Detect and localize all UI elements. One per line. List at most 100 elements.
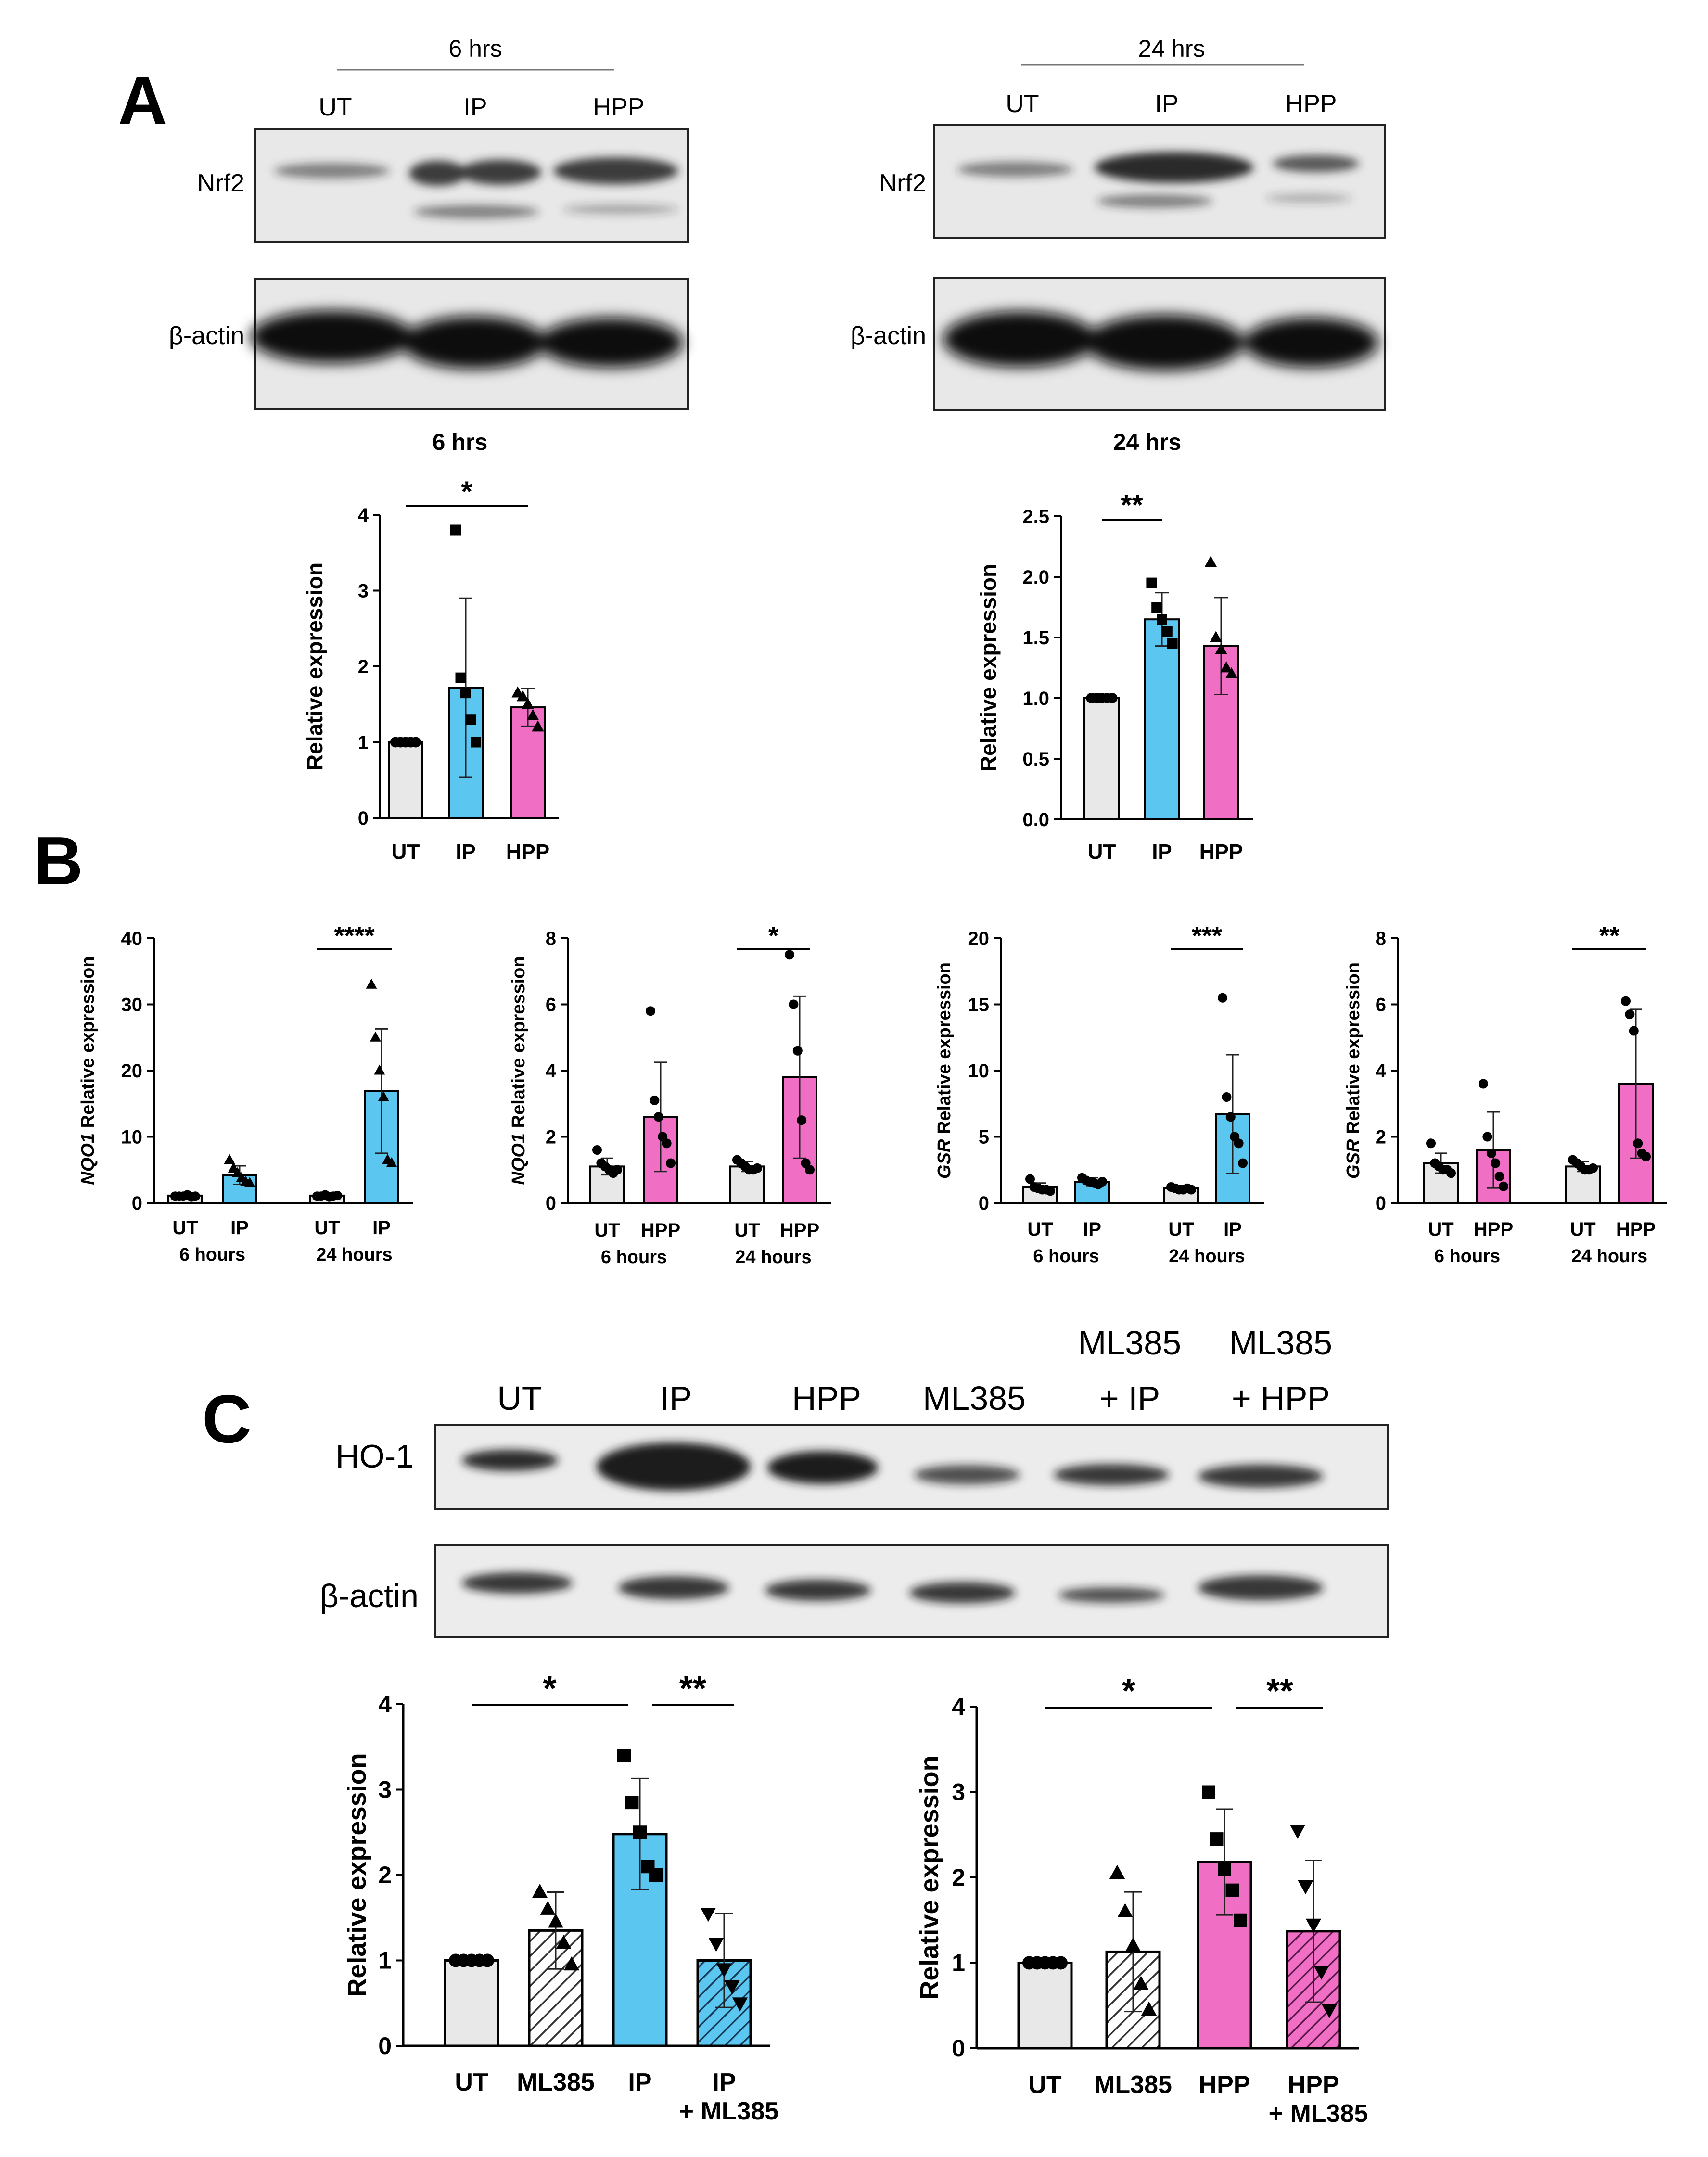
row-label-actin: β-actin [320, 1578, 419, 1614]
x-tick-label: IP [712, 2068, 736, 2096]
y-tick-label: 0.0 [1022, 809, 1049, 830]
x-tick-label: UT [1428, 1219, 1453, 1240]
circle-marker [1479, 1079, 1488, 1089]
y-tick-label: 0 [1376, 1193, 1386, 1214]
circle-marker [481, 1953, 494, 1967]
actin-bands-c [462, 1572, 1323, 1603]
x-tick-label: HPP [1199, 2071, 1250, 2099]
significance-stars: *** [1192, 921, 1222, 950]
x-tick-label: UT [1028, 2071, 1062, 2099]
circle-marker [1045, 1186, 1055, 1196]
group-label: 24 hours [735, 1247, 811, 1267]
y-tick-label: 1.0 [1022, 688, 1049, 709]
y-tick-label: 1 [378, 1947, 392, 1974]
bar [1017, 1962, 1073, 2050]
triangle-marker [244, 1177, 255, 1187]
triangle-marker [378, 1091, 389, 1101]
y-tick-label: 0.5 [1022, 749, 1049, 770]
y-tick-label: 6 [546, 995, 556, 1016]
time-header-6hrs: 6 hrs [448, 35, 502, 62]
circle-marker [592, 1145, 602, 1155]
x-tick-label: HPP [1474, 1219, 1513, 1240]
x-tick-label: IP [628, 2068, 651, 2096]
triangle-marker [224, 1154, 235, 1164]
y-tick-label: 30 [121, 995, 143, 1016]
chart-b1: 0 10 20 30 40 NQO1 Relative expression UT IP UT I… [78, 921, 413, 1265]
circle-marker [805, 1165, 815, 1175]
row-label-ho1: HO-1 [336, 1438, 414, 1475]
significance-stars: **** [334, 921, 374, 950]
y-tick-label: 4 [358, 505, 369, 526]
circle-marker [752, 1163, 762, 1173]
y-tick-label: 8 [1376, 928, 1386, 949]
triangle-marker [532, 1884, 548, 1898]
square-marker [1225, 1883, 1239, 1897]
y-tick-label: 2.0 [1022, 567, 1049, 588]
lane-label-ip: IP [463, 93, 487, 121]
y-tick-label: 4 [952, 1693, 965, 1720]
panel-label-b: B [34, 823, 83, 899]
bar [444, 1959, 499, 2047]
circle-marker [1218, 993, 1227, 1003]
circle-marker [612, 1165, 622, 1175]
triangle-marker [522, 698, 534, 709]
x-tick-label: + ML385 [1269, 2100, 1368, 2128]
x-tick-label: UT [455, 2068, 488, 2096]
x-tick-label: UT [1027, 1219, 1053, 1240]
y-tick-label: 3 [358, 581, 369, 602]
lane-label: ML385 [923, 1379, 1026, 1417]
circle-marker [332, 1190, 342, 1200]
square-marker [1202, 1785, 1215, 1799]
y-axis-label: GSR Relative expression [1343, 962, 1364, 1179]
circle-marker [1186, 1185, 1196, 1195]
circle-marker [1486, 1148, 1496, 1158]
inverted-triangle-marker [708, 1938, 724, 1952]
row-label-actin: β-actin [851, 322, 926, 350]
x-tick-label: HPP [1199, 840, 1243, 864]
square-marker [625, 1796, 639, 1810]
square-marker [465, 714, 476, 725]
triangle-marker [1225, 667, 1238, 678]
circle-marker [1588, 1163, 1598, 1173]
significance-stars: ** [1266, 1672, 1293, 1710]
inverted-triangle-marker [1298, 1880, 1313, 1895]
triangle-marker [1117, 1903, 1133, 1917]
x-tick-label: UT [594, 1220, 620, 1241]
circle-marker [662, 1138, 672, 1149]
circle-marker [1633, 1138, 1643, 1149]
y-tick-label: 2 [378, 1862, 392, 1889]
x-tick-label: IP [372, 1217, 391, 1238]
triangle-marker [548, 1914, 564, 1928]
significance-stars: ** [1121, 489, 1143, 521]
square-marker [455, 672, 466, 683]
error-bar [1124, 1891, 1142, 2013]
y-axis-label: Relative expression [343, 1753, 371, 1997]
error-bar [1216, 1808, 1233, 1916]
square-marker [633, 1825, 647, 1839]
triangle-marker [1109, 1864, 1125, 1879]
circle-marker [789, 999, 799, 1009]
circle-marker [410, 737, 421, 748]
circle-marker [785, 950, 794, 960]
error-bar [375, 1028, 388, 1154]
y-tick-label: 8 [546, 928, 556, 949]
triangle-marker [1210, 631, 1222, 642]
x-tick-label: UT [314, 1217, 340, 1238]
lane-label-ut: UT [319, 93, 352, 121]
square-marker [1218, 1862, 1231, 1876]
y-tick-label: 1 [952, 1950, 965, 1977]
y-tick-label: 0 [979, 1193, 989, 1214]
nrf2-blot [254, 128, 689, 243]
x-tick-label: UT [172, 1217, 198, 1238]
square-marker [1146, 577, 1157, 588]
y-tick-label: 1.5 [1022, 627, 1049, 649]
y-tick-label: 0 [546, 1193, 556, 1214]
x-tick-label: HPP [641, 1220, 680, 1241]
triangle-marker [370, 1031, 381, 1042]
inverted-triangle-marker [1321, 2004, 1338, 2018]
square-marker [1151, 602, 1162, 613]
significance-stars: * [1122, 1672, 1135, 1710]
y-tick-label: 4 [378, 1691, 392, 1718]
y-tick-label: 2.5 [1022, 506, 1049, 527]
